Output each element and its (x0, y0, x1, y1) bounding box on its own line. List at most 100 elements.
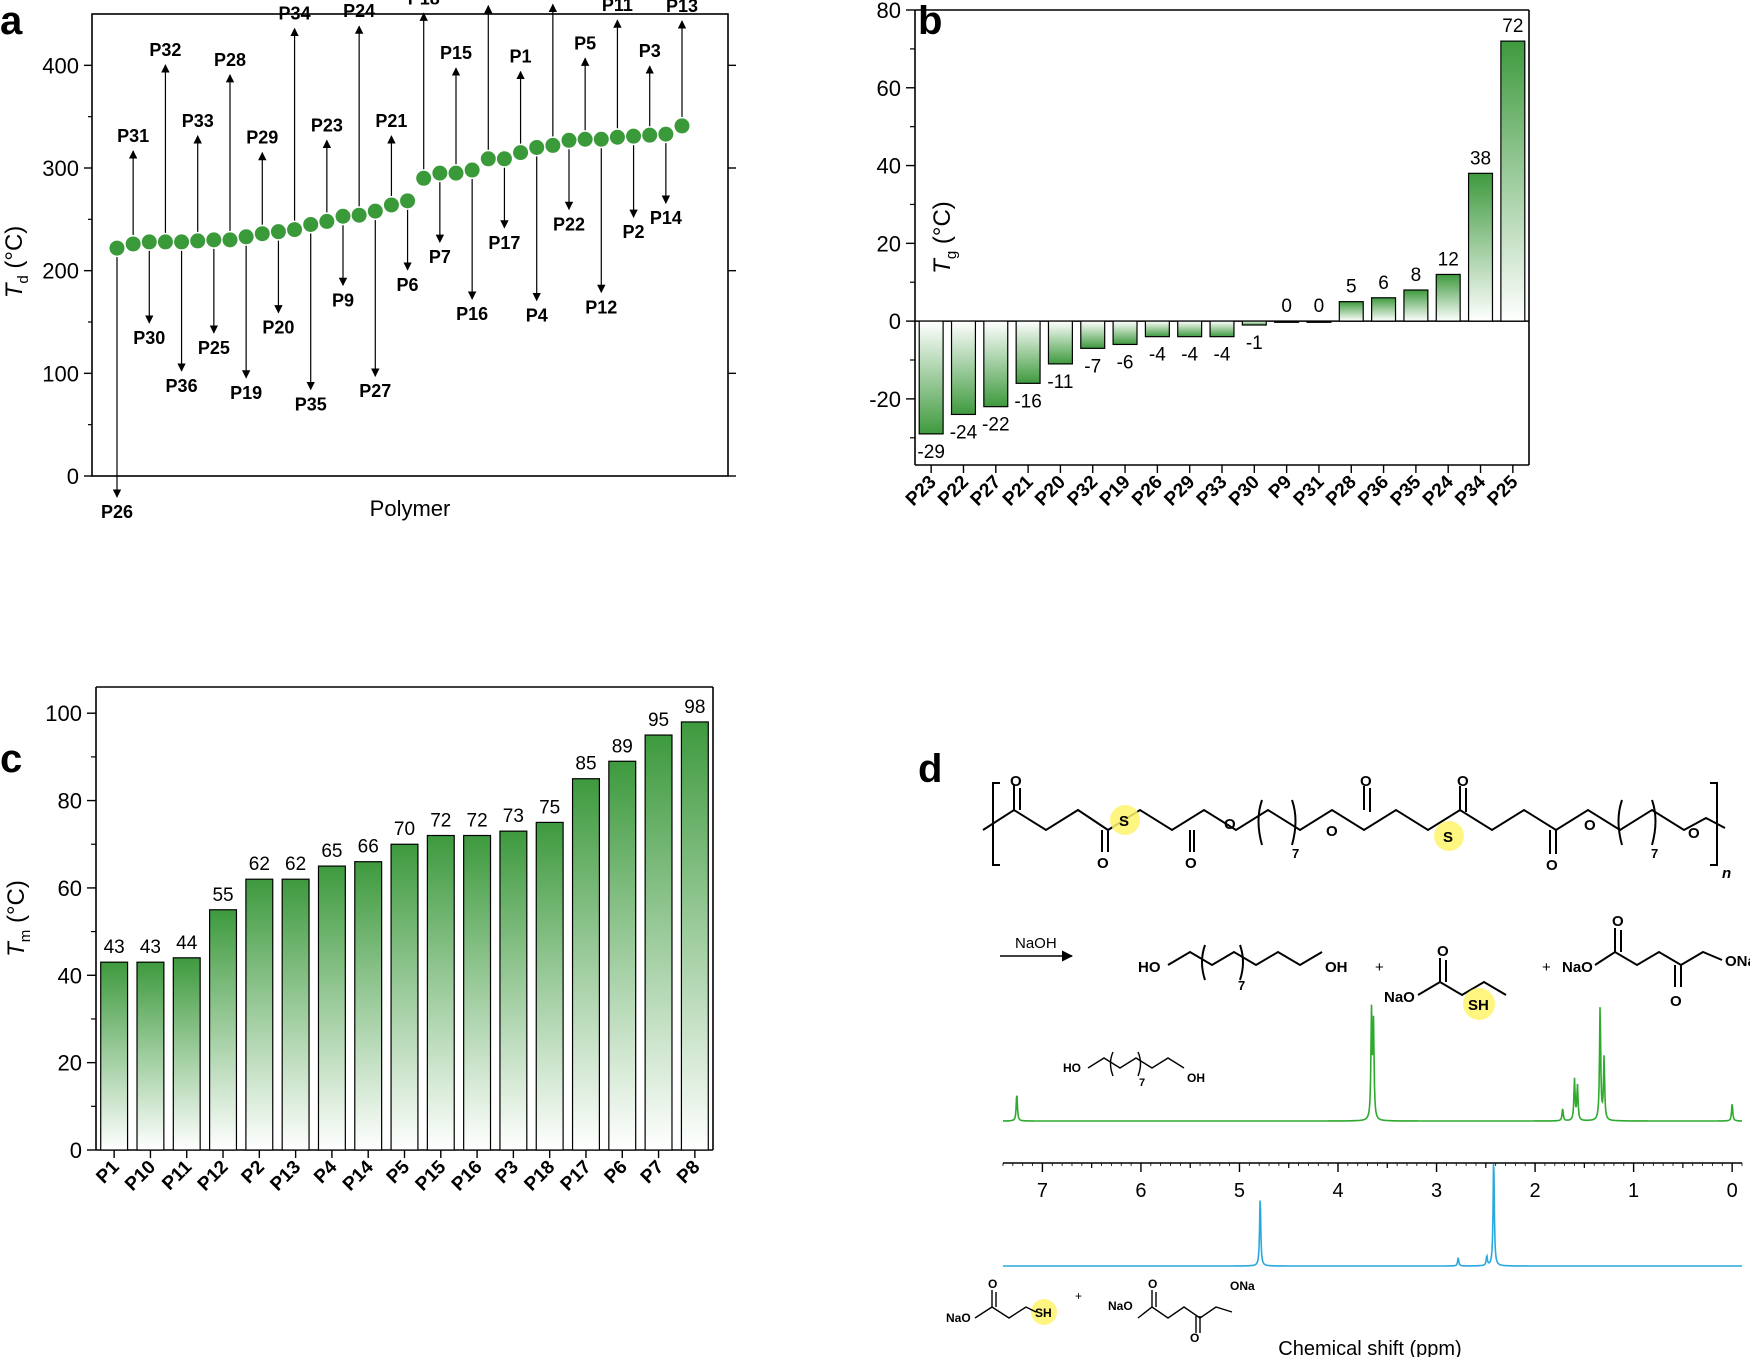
x-tick-label: 6 (1135, 1180, 1146, 1202)
data-point (529, 139, 545, 155)
bar (1209, 320, 1235, 338)
x-tick-label: 1 (1628, 1180, 1639, 1202)
point-label: P35 (295, 394, 327, 414)
thiol-highlight-spectrum (1031, 1299, 1057, 1325)
bar (172, 957, 201, 1151)
chart-c-bar: 0 20 40 60 80 100 Tm (°C) 43 P1 43 P10 44 P11 55 P12 62… (3, 686, 714, 1196)
point-label: P15 (440, 43, 472, 63)
bar (317, 865, 346, 1151)
point-label: P31 (117, 126, 149, 146)
bar-value-label: 55 (212, 885, 233, 906)
x-tick-label: P10 (121, 1157, 160, 1196)
bar-value-label: -4 (1181, 345, 1198, 366)
x-tick-label: P11 (158, 1156, 196, 1194)
point-label: P36 (166, 376, 198, 396)
x-tick-label: P32 (1064, 472, 1103, 511)
data-point (432, 165, 448, 181)
spectrum-structures (974, 1051, 1233, 1333)
y-tick-label: 40 (58, 963, 82, 988)
data-point (141, 234, 157, 250)
bar-value-label: -7 (1084, 356, 1101, 377)
data-point (157, 234, 173, 250)
bar (1467, 172, 1494, 322)
plus-sign: + (1375, 959, 1384, 976)
spectrum-structure-labels: HO 7 OH O NaO SH + O NaO O ONa (946, 1061, 1255, 1345)
y-tick-label: 100 (45, 701, 82, 726)
product3-O: O (1670, 993, 1682, 1010)
bar-value-label: 43 (140, 937, 161, 958)
data-point (642, 127, 658, 143)
bar-value-label: 43 (104, 937, 125, 958)
y-tick-label: -20 (869, 387, 901, 412)
x-tick-label: P22 (934, 472, 973, 511)
point-label: P8 (477, 0, 499, 1)
product2-NaO: NaO (1384, 989, 1415, 1006)
chart-a-scatter: 0 100 200 300 400 Td (°C) Polymer P26 P31 P30 P32 P… (1, 0, 736, 522)
bar-value-label: 8 (1411, 265, 1422, 286)
point-label: P19 (230, 383, 262, 403)
data-point (480, 151, 496, 167)
y-tick-label: 40 (877, 154, 901, 179)
plot-frame (91, 13, 729, 477)
y-tick-label: 0 (67, 464, 79, 489)
x-tick-label: 5 (1234, 1180, 1245, 1202)
spec2b-ONa: ONa (1230, 1279, 1255, 1293)
x-tick-label: P13 (266, 1157, 305, 1196)
thiol-highlight-product (1463, 988, 1495, 1020)
data-point (609, 129, 625, 145)
data-point (496, 151, 512, 167)
data-point (109, 240, 125, 256)
bar (1306, 320, 1332, 323)
point-label: P13 (666, 0, 698, 16)
bar-value-label: 0 (1314, 296, 1325, 317)
spec2b-NaO: NaO (1108, 1299, 1133, 1313)
data-point (577, 131, 593, 147)
spec2b-O: O (1148, 1277, 1157, 1291)
bar (1080, 320, 1106, 349)
y-tick-label: 400 (42, 53, 79, 78)
point-label: P2 (623, 222, 645, 242)
y-tick-label: 80 (58, 789, 82, 814)
bar-value-label: 72 (467, 811, 488, 832)
x-tick-label: 4 (1332, 1180, 1343, 1202)
x-tick-label: P36 (1354, 472, 1393, 511)
point-label: P5 (574, 33, 596, 53)
x-tick-label: P6 (601, 1157, 632, 1188)
spec2b-O: O (1190, 1331, 1199, 1345)
point-label: P30 (133, 328, 165, 348)
product3-O: O (1612, 913, 1624, 930)
bar-value-label: 62 (249, 854, 270, 875)
spec2-O: O (988, 1277, 997, 1291)
bar (1274, 320, 1300, 323)
y-tick-label: 60 (877, 76, 901, 101)
y-axis-label: Td (°C) (1, 226, 32, 299)
bar-value-label: -4 (1149, 345, 1166, 366)
point-label: P29 (246, 128, 278, 148)
point-label: P22 (553, 214, 585, 234)
bar (571, 778, 600, 1151)
product1-repeat: 7 (1238, 978, 1245, 993)
bar-value-label: -11 (1047, 372, 1073, 393)
bar (1435, 273, 1461, 322)
data-point (593, 131, 609, 147)
y-tick-label: 300 (42, 156, 79, 181)
bar (680, 721, 709, 1151)
nmr-spectrum-line (1003, 1163, 1742, 1267)
atom-O: O (1360, 773, 1372, 790)
bar (535, 821, 564, 1151)
data-point (254, 226, 270, 242)
product3-NaO: NaO (1562, 959, 1593, 976)
x-tick-label: 0 (1727, 1180, 1738, 1202)
x-tick-label: P19 (1096, 472, 1135, 511)
atom-O: O (1584, 817, 1596, 834)
y-tick-label: 0 (70, 1138, 82, 1163)
x-tick-label: P27 (967, 472, 1006, 511)
atom-O: O (1185, 855, 1197, 872)
x-tick-label: P28 (1322, 472, 1361, 511)
product1-HO: HO (1138, 959, 1161, 976)
panel-letter-c: c (0, 737, 22, 781)
x-axis-label: Chemical shift (ppm) (1278, 1338, 1461, 1357)
point-label: P14 (650, 208, 682, 228)
x-tick-label: P7 (637, 1157, 668, 1188)
x-tick-label: P5 (383, 1156, 415, 1188)
